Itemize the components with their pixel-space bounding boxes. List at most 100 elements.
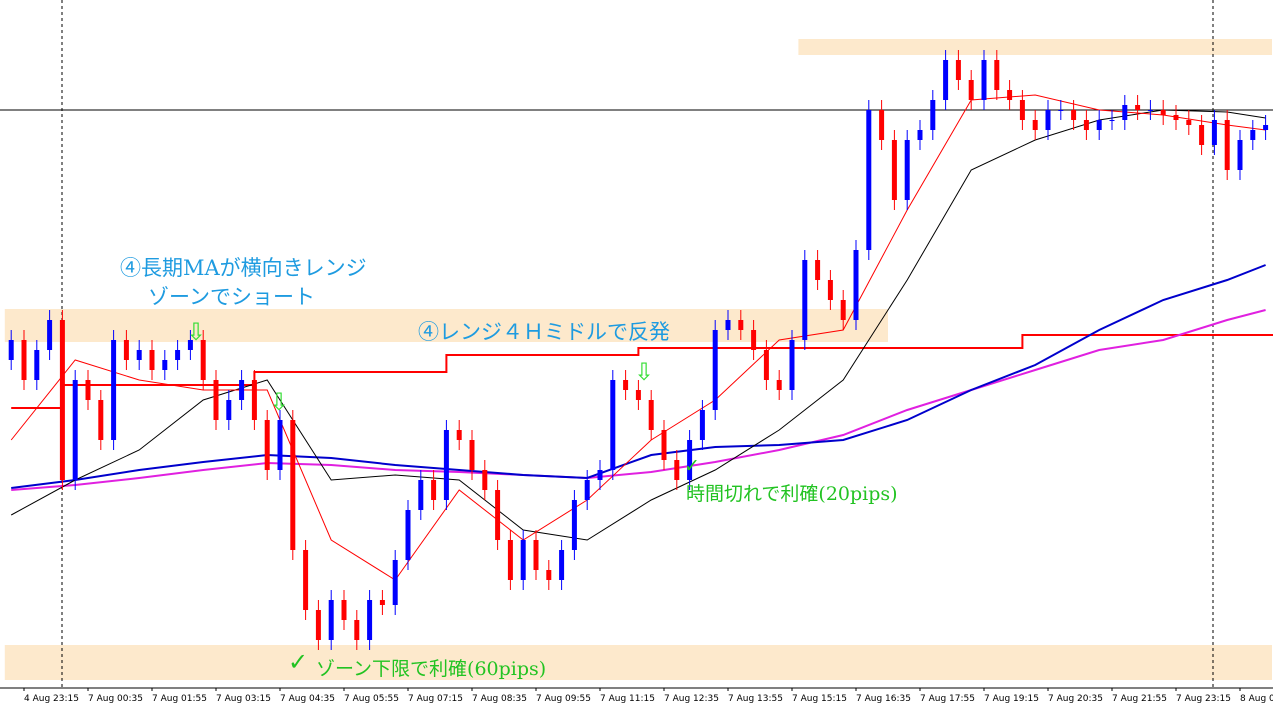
x-tick-label: 8 Aug 0 <box>1240 694 1273 704</box>
candle-body <box>1199 125 1205 145</box>
candle-body <box>379 600 385 605</box>
annotation: 時間切れで利確(20pips) <box>686 483 898 505</box>
candle-body <box>303 550 309 610</box>
candle-body <box>559 550 565 580</box>
candle-body <box>1071 110 1077 120</box>
annotation: ゾーン下限で利確(60pips) <box>316 658 546 680</box>
candle-body <box>930 100 936 130</box>
candle-body <box>776 380 782 390</box>
candle-body <box>264 420 270 470</box>
candle-body <box>226 400 232 420</box>
candle-body <box>495 490 501 540</box>
candle-body <box>111 340 117 440</box>
x-tick-label: 7 Aug 09:55 <box>536 694 591 704</box>
candle-body <box>968 80 974 100</box>
candle-body <box>597 470 603 480</box>
candle-body <box>853 250 859 320</box>
candle-body <box>1122 105 1128 120</box>
candle-body <box>418 480 424 510</box>
candle-body <box>674 460 680 480</box>
candle-body <box>981 60 987 100</box>
annotation: ④レンジ４Ｈミドルで反発 <box>418 320 670 344</box>
candle-body <box>802 260 808 340</box>
x-tick-label: 7 Aug 23:15 <box>1176 694 1231 704</box>
candle-body <box>1186 120 1192 125</box>
candle-body <box>200 340 206 380</box>
x-tick-label: 7 Aug 07:15 <box>408 694 463 704</box>
candle-body <box>891 140 897 200</box>
candle-body <box>520 540 526 580</box>
candle-body <box>136 350 142 360</box>
candle-body <box>187 340 193 350</box>
x-tick-label: 4 Aug 23:15 <box>24 694 79 704</box>
candle-body <box>1109 120 1115 121</box>
candle-body <box>866 110 872 250</box>
candle-body <box>789 340 795 390</box>
annotation: ④長期MAが横向きレンジ <box>120 256 367 280</box>
entry-arrow: ⇩ <box>634 358 654 386</box>
candle-body <box>751 330 757 350</box>
candle-body <box>405 510 411 560</box>
candle-body <box>315 610 321 640</box>
moving-average <box>10 109 1266 541</box>
candle-body <box>34 350 40 380</box>
candle-body <box>392 560 398 605</box>
candle-body <box>98 400 104 440</box>
x-tick-label: 7 Aug 05:55 <box>344 694 399 704</box>
x-tick-label: 7 Aug 15:15 <box>792 694 847 704</box>
candle-body <box>994 60 1000 90</box>
candle-body <box>635 390 641 400</box>
candle-body <box>725 320 731 330</box>
check-mark: ✓ <box>288 648 308 676</box>
candle-body <box>1058 110 1064 111</box>
candle-body <box>213 380 219 420</box>
candle-body <box>1250 130 1256 140</box>
x-tick-label: 7 Aug 20:35 <box>1048 694 1103 704</box>
x-tick-label: 7 Aug 17:55 <box>920 694 975 704</box>
candle-body <box>431 480 437 500</box>
candle-body <box>354 620 360 640</box>
candle-body <box>21 340 27 380</box>
candle-body <box>1263 125 1269 130</box>
x-tick-label: 7 Aug 16:35 <box>856 694 911 704</box>
candle-body <box>687 440 693 480</box>
candle-body <box>1083 120 1089 130</box>
x-tick-label: 7 Aug 13:55 <box>728 694 783 704</box>
candle-body <box>1007 90 1013 100</box>
candle-body <box>1173 115 1179 120</box>
moving-average <box>11 309 1266 491</box>
check-mark: ✓ <box>684 455 700 477</box>
candle-body <box>610 380 616 470</box>
candle-body <box>943 60 949 100</box>
candle-body <box>571 500 577 550</box>
candle-body <box>175 350 181 360</box>
candle-body <box>917 130 923 140</box>
x-tick-label: 7 Aug 19:15 <box>984 694 1039 704</box>
x-tick-label: 7 Aug 21:55 <box>1112 694 1167 704</box>
x-tick-label: 7 Aug 12:35 <box>664 694 719 704</box>
candle-body <box>367 600 373 640</box>
x-tick-label: 7 Aug 01:55 <box>152 694 207 704</box>
candle-body <box>149 350 155 370</box>
candle-body <box>904 140 910 200</box>
candle-body <box>123 340 129 360</box>
candle-body <box>738 320 744 330</box>
candle-body <box>879 110 885 140</box>
candle-body <box>955 60 961 80</box>
candle-body <box>341 600 347 620</box>
x-tick-label: 7 Aug 04:35 <box>280 694 335 704</box>
x-tick-label: 7 Aug 00:35 <box>88 694 143 704</box>
candle-body <box>623 380 629 390</box>
candle-body <box>47 320 53 350</box>
candle-body <box>840 300 846 320</box>
candle-body <box>815 260 821 280</box>
candle-body <box>1224 120 1230 170</box>
candle-body <box>1160 110 1166 115</box>
candle-body <box>712 330 718 410</box>
entry-arrow: ⇩ <box>186 318 206 346</box>
moving-average <box>11 264 1266 489</box>
entry-arrow: ⇩ <box>269 388 289 416</box>
candle-body <box>456 430 462 440</box>
candle-body <box>763 350 769 380</box>
